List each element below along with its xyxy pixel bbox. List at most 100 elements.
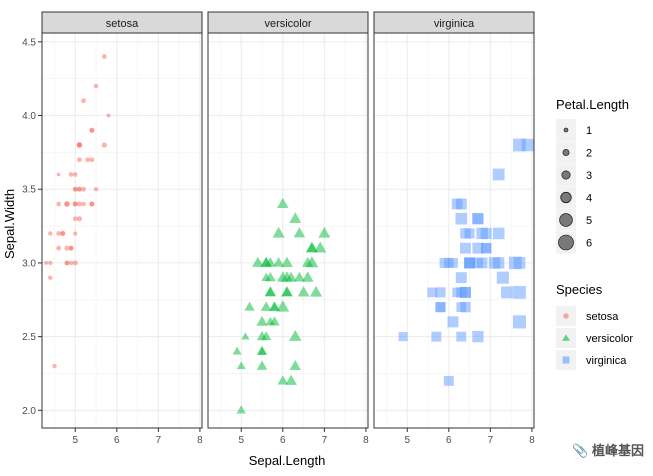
size-legend-items: 1 2 3 4 5 6 <box>556 119 592 254</box>
x-tick-label: 6 <box>114 435 120 446</box>
data-point <box>44 260 49 265</box>
data-point <box>73 231 78 236</box>
data-point <box>455 212 468 225</box>
data-point <box>89 201 95 207</box>
x-tick-label: 6 <box>280 435 286 446</box>
data-point <box>280 286 293 297</box>
data-point <box>60 230 66 236</box>
data-point <box>456 287 467 298</box>
data-point <box>256 331 268 341</box>
x-axes: 5 6 7 8 5 6 7 8 5 6 7 8 <box>72 428 535 446</box>
data-point <box>476 227 488 240</box>
data-point <box>72 186 78 192</box>
x-tick-label: 7 <box>156 435 162 446</box>
y-tick-label: 2.0 <box>22 406 36 417</box>
facet-strip-label: setosa <box>106 18 139 30</box>
data-point <box>521 138 534 152</box>
data-point <box>52 363 57 369</box>
data-point <box>281 256 293 267</box>
size-legend-key <box>559 213 573 227</box>
data-point <box>472 242 484 254</box>
data-point <box>273 257 285 267</box>
data-point <box>285 374 297 385</box>
data-point <box>64 245 70 251</box>
data-point <box>48 260 53 266</box>
data-point <box>68 260 74 266</box>
size-legend-label: 4 <box>586 193 592 205</box>
data-point <box>472 330 484 343</box>
x-tick-label: 7 <box>322 435 328 446</box>
size-legend-title: Petal.Length <box>556 97 629 112</box>
data-point <box>276 300 290 312</box>
data-point <box>456 302 467 313</box>
data-point <box>72 201 78 207</box>
data-point <box>314 241 327 253</box>
color-legend-label: virginica <box>586 355 627 367</box>
data-point <box>277 197 289 208</box>
data-point <box>512 315 527 329</box>
data-point <box>101 54 107 60</box>
size-legend-label: 1 <box>586 125 592 137</box>
data-point <box>264 271 276 282</box>
data-point <box>72 260 78 266</box>
data-point <box>244 301 255 311</box>
data-point <box>48 231 53 236</box>
data-point <box>513 285 526 299</box>
data-point <box>492 168 505 181</box>
panel-background <box>42 33 202 428</box>
data-point <box>72 216 78 222</box>
facet-strip-label: versicolor <box>264 18 311 30</box>
data-point <box>89 128 95 133</box>
data-point <box>56 201 61 207</box>
data-point <box>398 332 408 342</box>
size-legend-label: 3 <box>586 170 592 182</box>
data-point <box>256 360 268 370</box>
y-axis-title: Sepal.Width <box>2 189 17 259</box>
data-point <box>501 286 513 299</box>
panel-background <box>374 33 534 428</box>
data-point <box>68 245 74 251</box>
data-point <box>277 375 289 385</box>
data-point <box>56 245 62 251</box>
data-point <box>47 275 53 280</box>
color-legend-label: setosa <box>586 311 619 323</box>
data-point <box>285 271 297 282</box>
x-tick-label: 8 <box>529 435 535 446</box>
watermark: 📎 植峰基因 <box>572 442 644 459</box>
data-point <box>64 260 70 266</box>
data-point <box>68 172 74 177</box>
x-tick-label: 6 <box>446 435 452 446</box>
data-point <box>451 198 463 210</box>
data-point <box>265 286 276 297</box>
data-point <box>252 256 264 267</box>
x-tick-label: 5 <box>72 435 78 446</box>
panel-border <box>373 32 535 429</box>
data-point <box>297 286 310 297</box>
data-point <box>289 212 302 223</box>
data-point <box>236 405 246 414</box>
data-point <box>93 187 99 192</box>
data-point <box>439 257 450 268</box>
data-point <box>256 315 268 326</box>
data-point <box>81 186 86 192</box>
color-legend-key-virginica <box>562 356 570 364</box>
facet-panel-versicolor: versicolor <box>207 11 369 429</box>
color-legend-items: setosa versicolor virginica <box>556 306 633 370</box>
data-point <box>493 257 505 269</box>
y-tick-label: 2.5 <box>22 332 36 343</box>
data-point <box>106 113 111 118</box>
data-point <box>81 98 86 104</box>
panel-border <box>207 32 369 429</box>
panel-background <box>208 33 368 428</box>
data-point <box>443 375 454 386</box>
data-point <box>435 287 446 298</box>
series-versicolor <box>232 197 331 414</box>
y-axis: 2.0 2.5 3.0 3.5 4.0 4.5 <box>22 37 42 417</box>
data-point <box>305 241 318 253</box>
data-point <box>301 271 314 282</box>
data-point <box>241 332 250 340</box>
x-tick-label: 8 <box>197 435 203 446</box>
data-point <box>89 157 95 163</box>
x-tick-label: 7 <box>488 435 494 446</box>
data-point <box>456 331 467 342</box>
